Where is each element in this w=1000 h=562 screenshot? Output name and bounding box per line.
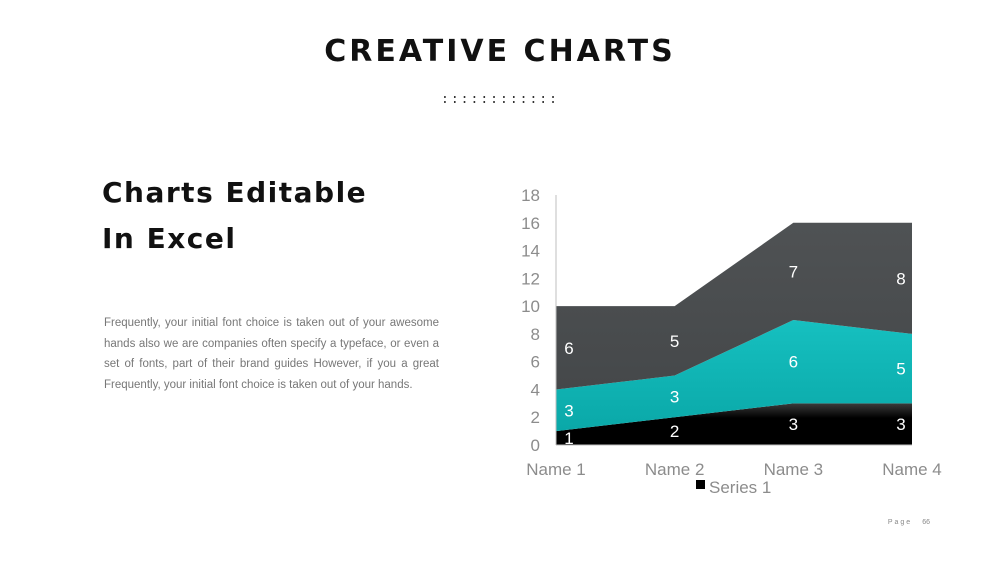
y-tick-label: 10	[521, 297, 540, 316]
data-label-s3-c3: 7	[789, 262, 798, 281]
y-tick-label: 2	[531, 408, 540, 427]
description-text: Frequently, your initial font choice is …	[104, 317, 439, 391]
title-dots-divider: ::::::::::::	[441, 92, 559, 107]
area-series-3	[556, 222, 912, 390]
y-tick-label: 16	[521, 214, 540, 233]
chart-legend: Series 1	[696, 478, 771, 497]
y-tick-label: 4	[531, 380, 540, 399]
y-tick-label: 8	[531, 325, 540, 344]
area-series-2	[556, 320, 912, 432]
data-label-s1-c2: 2	[670, 422, 679, 441]
data-label-s1-c1: 1	[564, 429, 573, 448]
page-number: 66	[922, 519, 930, 526]
data-label-s3-c2: 5	[670, 332, 679, 351]
y-tick-label: 12	[521, 269, 540, 288]
y-tick-label: 6	[531, 353, 540, 372]
y-tick-label: 14	[521, 242, 540, 261]
heading-line-2: In Excel	[102, 222, 237, 255]
y-tick-label: 0	[531, 436, 540, 455]
x-tick-label: Name 2	[645, 460, 705, 479]
legend-label-series-1: Series 1	[709, 478, 771, 497]
x-tick-label: Name 4	[882, 460, 942, 479]
data-label-s2-c2: 3	[670, 387, 679, 406]
page-label: Page	[887, 519, 913, 526]
data-label-s2-c4: 5	[896, 360, 905, 379]
x-tick-label: Name 1	[526, 460, 586, 479]
data-label-s2-c1: 3	[564, 401, 573, 420]
heading-line-1: Charts Editable	[102, 176, 368, 209]
legend-swatch-series-1	[696, 480, 705, 489]
data-label-s3-c4: 8	[896, 269, 905, 288]
page-footer: Page 66	[888, 519, 930, 526]
data-label-s3-c1: 6	[564, 339, 573, 358]
data-label-s1-c3: 3	[789, 415, 798, 434]
section-heading: Charts Editable In Excel	[102, 170, 432, 262]
area-series-1	[556, 403, 912, 445]
x-tick-label: Name 3	[764, 460, 824, 479]
page-title: CREATIVE CHARTS	[324, 34, 676, 69]
data-label-s1-c4: 3	[896, 415, 905, 434]
y-tick-label: 18	[521, 186, 540, 205]
data-label-s2-c3: 6	[789, 353, 798, 372]
